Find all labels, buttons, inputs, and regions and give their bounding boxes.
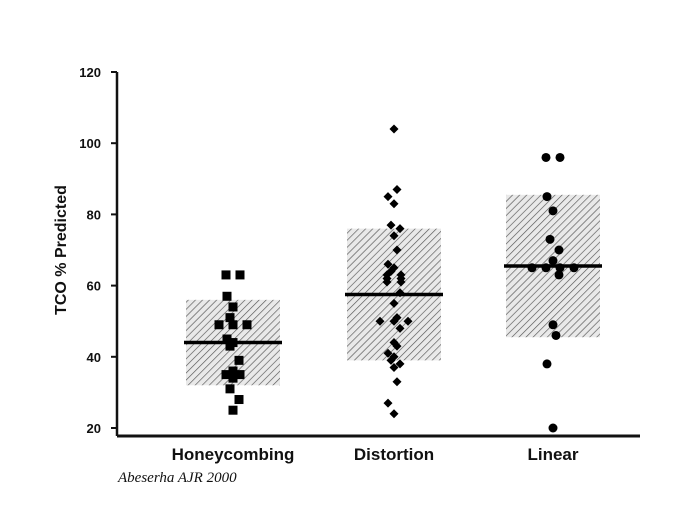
data-point-square [225,341,235,351]
data-point-diamond [395,323,405,333]
data-points [214,124,579,433]
data-point-diamond [395,359,405,369]
data-point-square [225,384,235,394]
category-label: Linear [527,445,578,464]
data-point-diamond [375,316,385,326]
data-point-square [234,395,244,405]
data-point-diamond [383,348,393,358]
y-tick-label: 60 [87,279,101,294]
data-point-diamond [396,277,406,287]
data-point-diamond [389,298,399,308]
data-point-circle [545,234,555,244]
data-point-circle [555,152,565,162]
data-point-diamond [389,199,399,209]
data-point-square [228,405,238,415]
data-point-diamond [395,224,405,234]
data-point-diamond [392,245,402,255]
data-point-circle [541,152,551,162]
data-point-diamond [382,277,392,287]
data-point-diamond [386,220,396,230]
y-tick-label: 40 [87,350,101,365]
data-point-diamond [383,259,393,269]
data-point-square [222,291,232,301]
data-point-diamond [389,409,399,419]
data-point-diamond [403,316,413,326]
y-ticks: 20 40 60 80 100 120 [79,65,117,436]
data-point-square [235,370,245,380]
data-point-diamond [389,231,399,241]
data-point-square [228,366,238,376]
y-tick-label: 120 [79,65,101,80]
data-point-square [242,320,252,330]
data-point-circle [542,192,552,202]
data-point-circle [548,423,558,433]
data-point-diamond [389,316,399,326]
citation: Abeserha AJR 2000 [118,470,237,486]
data-point-diamond [383,192,393,202]
data-point-circle [542,359,552,369]
data-point-diamond [392,377,402,387]
y-axis-label: TCO % Predicted [53,185,70,315]
data-point-circle [548,256,558,266]
category-label: Distortion [354,445,434,464]
data-point-square [221,270,231,280]
data-point-circle [548,206,558,216]
data-point-square [222,334,232,344]
data-point-circle [554,245,564,255]
y-tick-label: 80 [87,207,101,222]
category-labels: Honeycombing Distortion Linear [172,445,579,464]
data-point-square [221,370,231,380]
y-tick-label: 20 [87,421,101,436]
data-point-square [235,270,245,280]
data-point-diamond [383,398,393,408]
data-point-circle [548,320,558,330]
category-label: Honeycombing [172,445,295,464]
data-point-diamond [389,362,399,372]
data-point-square [228,373,238,383]
data-point-diamond [392,184,402,194]
data-point-square [225,313,235,323]
data-point-circle [554,270,564,280]
mean-lines [184,264,602,345]
data-point-square [234,355,244,365]
data-point-square [228,302,238,312]
data-point-circle [551,330,561,340]
data-point-diamond [389,124,399,134]
data-point-square [214,320,224,330]
data-point-diamond [392,341,402,351]
y-tick-label: 100 [79,136,101,151]
data-point-diamond [386,355,396,365]
data-point-square [228,320,238,330]
